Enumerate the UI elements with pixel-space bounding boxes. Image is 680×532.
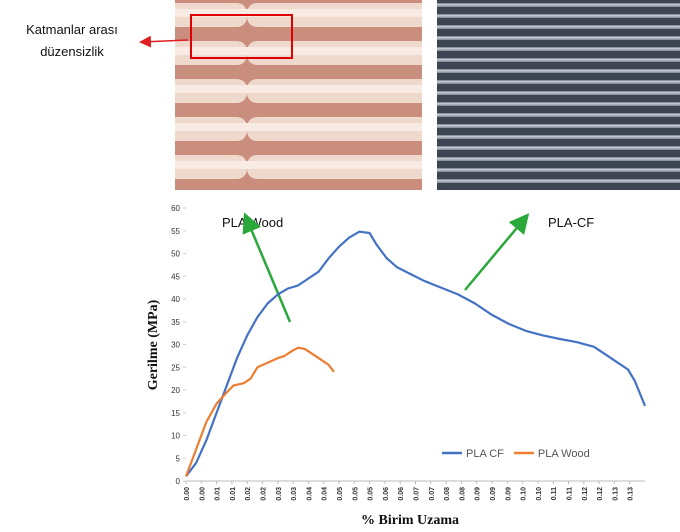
x-tick-label: 0.10 <box>536 487 543 501</box>
x-tick-label: 0.05 <box>352 487 359 501</box>
x-tick-label: 0.00 <box>184 487 191 501</box>
x-tick-label: 0.10 <box>521 487 528 501</box>
x-tick-label: 0.13 <box>612 487 619 501</box>
photo-pla-wood <box>175 0 422 190</box>
x-tick-label: 0.11 <box>567 487 574 500</box>
x-axis-label: % Birim Uzama <box>361 513 459 528</box>
y-tick-label: 40 <box>171 295 180 304</box>
x-tick-label: 0.12 <box>597 487 604 501</box>
annotation: Katmanlar arası <box>26 22 118 37</box>
x-tick-label: 0.00 <box>199 487 206 501</box>
x-tick-label: 0.12 <box>582 487 589 501</box>
x-tick-label: 0.07 <box>429 487 436 501</box>
x-tick-label: 0.02 <box>261 487 268 501</box>
y-tick-label: 20 <box>171 386 180 395</box>
y-tick-label: 30 <box>171 341 180 350</box>
y-tick-label: 5 <box>176 454 181 463</box>
y-tick-label: 45 <box>171 272 180 281</box>
x-tick-label: 0.04 <box>322 487 329 501</box>
y-tick-label: 0 <box>176 477 181 486</box>
annotation: PLA-CF <box>548 215 594 230</box>
x-tick-label: 0.13 <box>628 487 635 501</box>
x-tick-label: 0.05 <box>337 487 344 501</box>
x-tick-label: 0.02 <box>245 487 252 501</box>
photo-pla-cf <box>437 0 680 190</box>
x-tick-label: 0.07 <box>414 487 421 501</box>
x-tick-label: 0.08 <box>444 487 451 501</box>
y-tick-label: 60 <box>171 204 180 213</box>
x-tick-label: 0.03 <box>291 487 298 501</box>
y-tick-label: 50 <box>171 250 180 259</box>
x-tick-label: 0.06 <box>398 487 405 501</box>
line-series <box>186 348 334 477</box>
y-tick-label: 25 <box>171 363 180 372</box>
x-tick-label: 0.01 <box>215 487 222 501</box>
y-tick-label: 35 <box>171 318 180 327</box>
annotation: PLA Wood <box>222 215 283 230</box>
x-tick-label: 0.09 <box>475 487 482 501</box>
pointer-arrow <box>465 217 526 290</box>
x-tick-label: 0.08 <box>459 487 466 501</box>
x-tick-label: 0.06 <box>383 487 390 501</box>
y-tick-label: 55 <box>171 227 180 236</box>
x-tick-label: 0.05 <box>368 487 375 501</box>
annotation: düzensizlik <box>40 44 104 59</box>
y-tick-label: 15 <box>171 409 180 418</box>
pointer-arrow <box>246 217 290 322</box>
figure: Katmanlar arası düzensizlik PLA Wood PLA… <box>0 0 680 532</box>
legend-label: PLA Wood <box>538 448 590 460</box>
y-tick-label: 10 <box>171 432 180 441</box>
x-tick-label: 0.09 <box>505 487 512 501</box>
x-tick-label: 0.11 <box>551 487 558 500</box>
y-axis-label: Gerilme (MPa) <box>146 299 161 390</box>
x-tick-label: 0.09 <box>490 487 497 501</box>
x-tick-label: 0.01 <box>230 487 237 501</box>
line-series <box>186 232 645 477</box>
x-tick-label: 0.03 <box>276 487 283 501</box>
x-tick-label: 0.04 <box>306 487 313 501</box>
legend-label: PLA CF <box>466 448 504 460</box>
